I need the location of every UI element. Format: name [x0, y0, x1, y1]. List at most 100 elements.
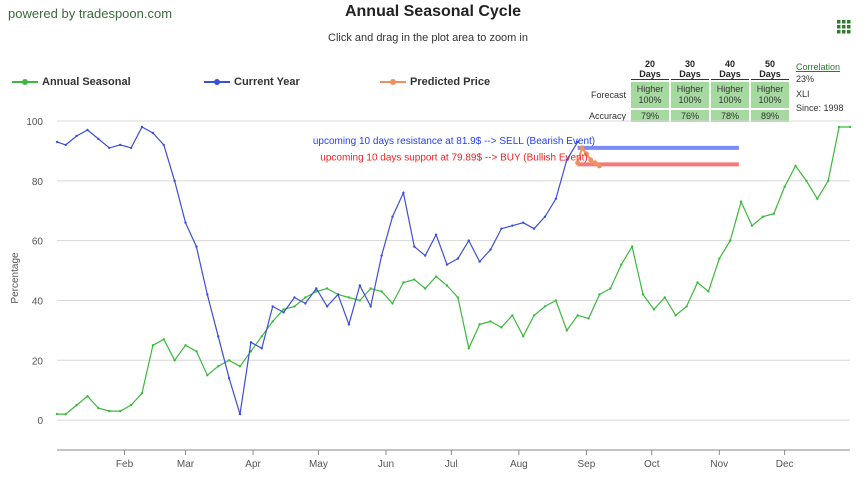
data-point — [587, 317, 590, 320]
legend-swatch-blue — [204, 79, 230, 85]
data-point — [445, 263, 449, 266]
forecast-dir: Higher — [676, 84, 704, 94]
data-point — [97, 137, 100, 141]
forecast-pct: 100% — [638, 95, 662, 105]
data-point — [827, 179, 830, 183]
forecast-dir: Higher — [756, 84, 784, 94]
data-point — [413, 278, 416, 281]
data-point — [652, 308, 656, 311]
x-tick-label: Feb — [116, 459, 134, 470]
data-point — [108, 146, 111, 150]
accuracy-row-label: Accuracy — [589, 111, 627, 121]
legend-swatch-orange — [380, 79, 406, 85]
data-point — [75, 134, 78, 138]
data-point — [249, 350, 253, 353]
data-point — [750, 224, 754, 227]
data-point — [848, 125, 852, 129]
data-point — [445, 284, 449, 287]
data-point — [271, 305, 274, 308]
col-header-20d: 20 Days — [631, 59, 670, 80]
y-tick-label: 80 — [32, 177, 44, 188]
data-point — [592, 160, 598, 166]
data-point — [118, 409, 122, 413]
data-point — [532, 227, 536, 230]
legend-item-predicted-price[interactable]: Predicted Price — [380, 76, 490, 88]
y-tick-label: 20 — [32, 356, 44, 367]
data-point — [129, 146, 133, 150]
x-tick-label: Mar — [177, 459, 195, 470]
forecast-cell: Higher 100% — [671, 82, 710, 108]
data-point — [108, 409, 111, 413]
legend-label: Predicted Price — [410, 76, 491, 88]
data-point — [173, 179, 176, 183]
x-tick-label: Nov — [710, 459, 728, 470]
forecast-cell: Higher 100% — [631, 82, 670, 108]
data-point — [260, 335, 263, 338]
data-point — [630, 245, 634, 248]
legend-item-annual-seasonal[interactable]: Annual Seasonal — [12, 76, 131, 88]
forecast-dir: Higher — [716, 84, 744, 94]
data-point — [576, 314, 579, 317]
data-point — [64, 143, 67, 147]
data-point — [816, 197, 819, 200]
data-point — [64, 412, 67, 416]
data-point — [304, 302, 307, 305]
forecast-row-label: Forecast — [591, 90, 627, 100]
data-point — [238, 365, 242, 368]
correlation-link[interactable]: Correlation — [796, 62, 841, 72]
data-point — [805, 179, 808, 183]
data-point — [325, 287, 329, 290]
legend-swatch-green — [12, 79, 38, 85]
legend-item-current-year[interactable]: Current Year — [204, 76, 300, 88]
data-point — [184, 344, 187, 347]
data-point — [467, 239, 470, 242]
data-point — [380, 290, 383, 293]
data-point — [315, 290, 318, 293]
data-point — [685, 305, 688, 308]
since-label: Since: 1998 — [796, 103, 844, 113]
accuracy-cell: 89% — [751, 110, 790, 122]
data-point — [238, 412, 242, 416]
x-tick-label: Jun — [378, 459, 394, 470]
data-point — [140, 125, 144, 129]
data-point — [282, 311, 285, 314]
col-header-30d: 30 Days — [671, 59, 710, 80]
accuracy-cell: 79% — [631, 110, 670, 122]
y-tick-label: 100 — [26, 117, 43, 128]
data-point — [565, 158, 568, 162]
data-point — [206, 374, 209, 377]
data-point — [227, 377, 231, 380]
data-point — [260, 347, 263, 350]
menu-grid-icon[interactable] — [837, 20, 851, 34]
data-point — [206, 293, 209, 296]
data-point — [543, 305, 547, 308]
data-point — [456, 296, 460, 299]
data-point — [674, 314, 677, 317]
data-point — [783, 185, 786, 188]
data-point — [583, 151, 589, 157]
y-axis-label: Percentage — [10, 252, 21, 304]
legend-label: Current Year — [234, 76, 300, 88]
data-point — [86, 394, 89, 398]
data-point — [456, 257, 460, 260]
data-point — [696, 281, 699, 284]
data-point — [837, 125, 841, 129]
data-point — [391, 215, 394, 218]
data-point — [522, 335, 525, 338]
data-point — [489, 248, 492, 251]
data-point — [794, 164, 797, 168]
data-point — [478, 323, 481, 326]
chart-title: Annual Seasonal Cycle — [344, 3, 522, 20]
data-point — [402, 191, 405, 194]
series-line-1 — [56, 126, 579, 415]
forecast-cell: Higher 100% — [711, 82, 750, 108]
data-point — [511, 224, 514, 227]
data-point — [641, 293, 645, 296]
data-point — [391, 302, 394, 305]
data-point — [227, 359, 231, 362]
x-tick-label: Jul — [445, 459, 458, 470]
data-point — [315, 287, 318, 290]
data-point — [369, 305, 372, 308]
data-point — [162, 143, 165, 147]
